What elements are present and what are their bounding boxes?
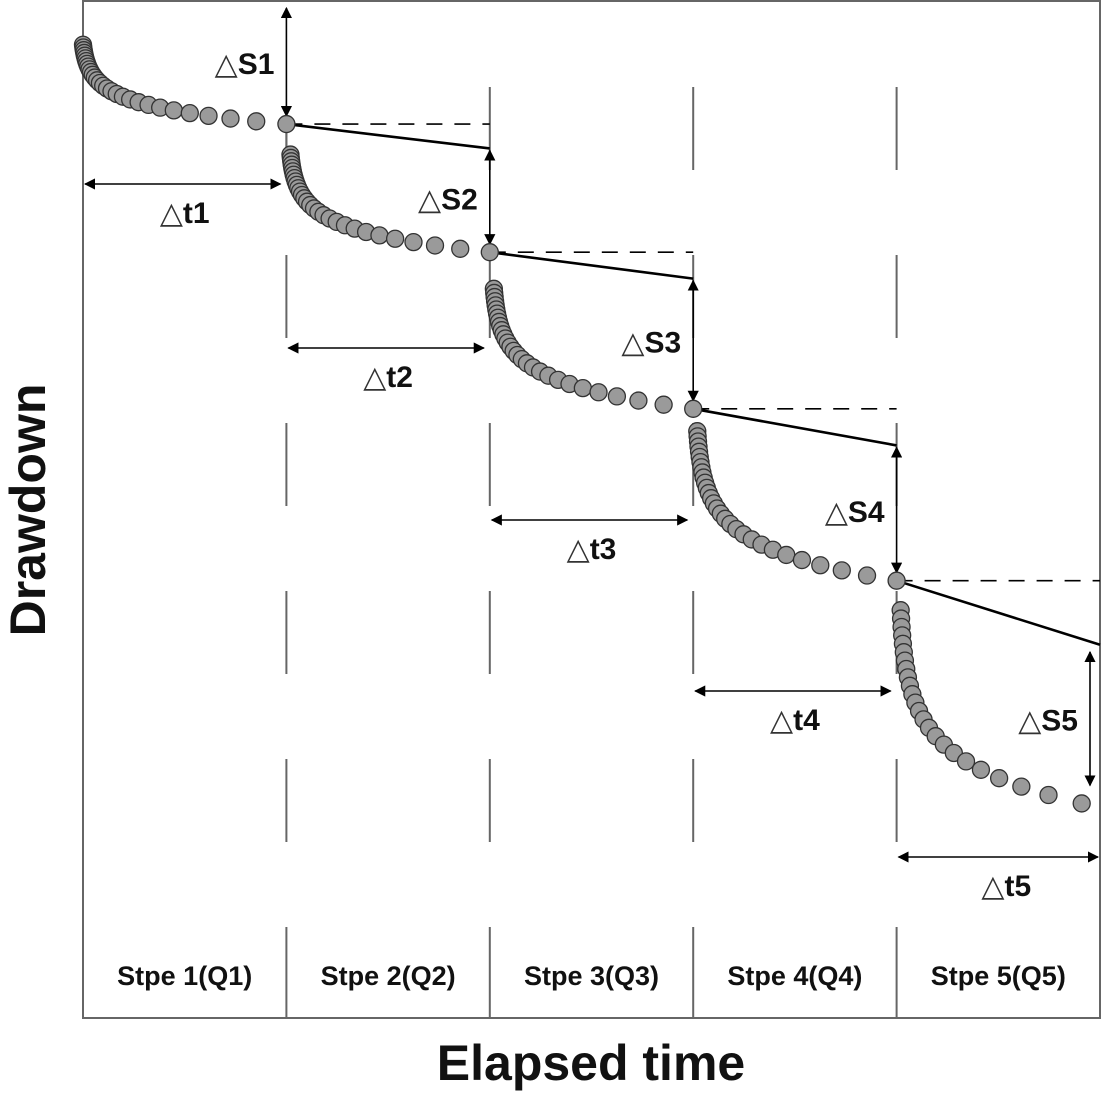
- extrapolation-line: [692, 407, 897, 447]
- data-point: [607, 387, 627, 406]
- data-point: [573, 378, 593, 398]
- delta-symbol: △: [1018, 705, 1041, 738]
- data-point: [654, 395, 673, 414]
- delta-t-text: t5: [1004, 870, 1031, 903]
- extrapolation-line: [286, 122, 490, 150]
- delta-t-label: △t4: [770, 704, 820, 737]
- delta-t-text: t3: [590, 533, 617, 566]
- step-label: Stpe 4(Q4): [727, 961, 862, 991]
- data-point: [480, 243, 499, 262]
- data-point: [792, 550, 812, 570]
- plot-frame: [82, 0, 1101, 1019]
- delta-s-text: S2: [441, 183, 478, 216]
- step-label: Stpe 2(Q2): [321, 961, 456, 991]
- delta-t-text: t4: [793, 704, 820, 737]
- delta-s-label: △S3: [621, 327, 681, 360]
- data-point: [811, 556, 830, 575]
- delta-s-label: △S5: [1018, 705, 1078, 738]
- data-point: [199, 106, 218, 126]
- extrapolation-line: [489, 250, 694, 280]
- delta-symbol: △: [363, 361, 386, 394]
- extrapolation-line: [896, 579, 1101, 647]
- delta-symbol: △: [621, 327, 644, 360]
- data-point: [404, 232, 423, 252]
- delta-s-label: △S2: [418, 183, 478, 216]
- delta-s-text: S3: [644, 327, 681, 360]
- delta-s-text: S1: [238, 48, 275, 81]
- delta-s-text: S5: [1041, 705, 1078, 738]
- delta-t-label: △t3: [567, 533, 617, 566]
- delta-s-label: △S4: [825, 496, 885, 529]
- data-point: [971, 760, 991, 779]
- data-point: [629, 391, 648, 410]
- delta-t-label: △t2: [363, 361, 413, 394]
- data-point: [887, 571, 906, 590]
- delta-symbol: △: [160, 197, 183, 230]
- data-point: [385, 229, 405, 248]
- data-point: [164, 101, 183, 120]
- y-axis-label: Drawdown: [0, 384, 56, 637]
- delta-symbol: △: [981, 870, 1004, 903]
- data-point: [180, 103, 199, 123]
- delta-t-text: t2: [386, 361, 413, 394]
- step-label: Stpe 3(Q3): [524, 961, 659, 991]
- data-point: [247, 112, 266, 131]
- data-point: [684, 399, 703, 418]
- delta-s-label: △S1: [215, 48, 275, 81]
- delta-symbol: △: [770, 704, 793, 737]
- delta-t-text: t1: [183, 197, 210, 230]
- data-point: [1039, 785, 1058, 805]
- data-point: [370, 226, 389, 245]
- data-point: [425, 236, 445, 255]
- data-point: [989, 769, 1009, 788]
- data-point: [451, 239, 470, 258]
- delta-symbol: △: [567, 533, 590, 566]
- data-point: [832, 561, 851, 580]
- delta-symbol: △: [825, 496, 848, 529]
- delta-t-label: △t1: [160, 197, 210, 230]
- data-point: [1072, 794, 1091, 813]
- data-point: [221, 109, 240, 128]
- delta-t-label: △t5: [981, 870, 1031, 903]
- data-point: [956, 752, 976, 771]
- delta-symbol: △: [215, 48, 238, 81]
- step-label: Stpe 1(Q1): [117, 961, 252, 991]
- delta-symbol: △: [418, 183, 441, 216]
- delta-s-text: S4: [848, 496, 885, 529]
- data-point: [857, 566, 877, 585]
- data-point: [777, 545, 796, 565]
- x-axis-label: Elapsed time: [437, 1035, 745, 1091]
- data-point: [589, 383, 608, 402]
- data-point: [1012, 777, 1031, 796]
- data-point: [277, 114, 296, 134]
- step-label: Stpe 5(Q5): [931, 961, 1066, 991]
